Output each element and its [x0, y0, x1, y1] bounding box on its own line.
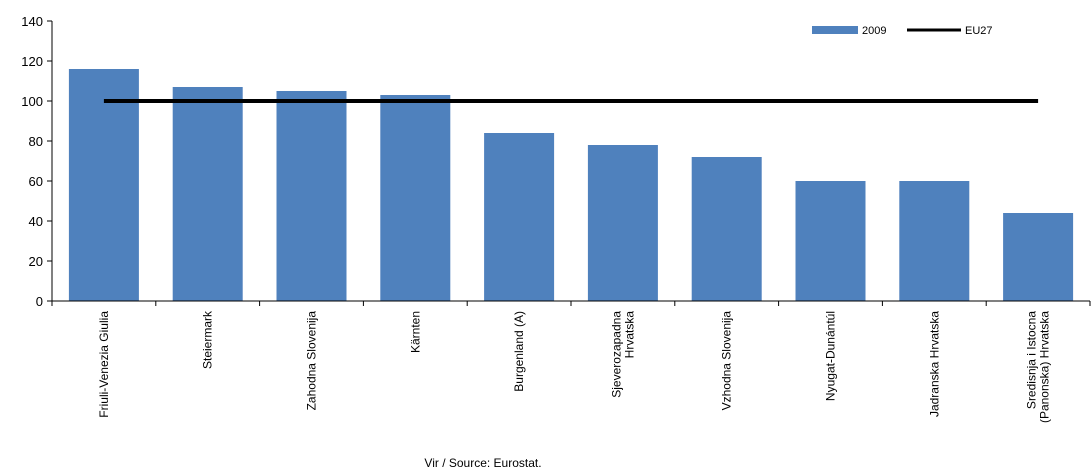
x-axis: Friuli-Venezia Giulia Steiermark Zahodna S… — [51, 300, 1091, 423]
x-category-label: Kärnten — [408, 311, 422, 353]
y-tick-label: 0 — [36, 294, 43, 309]
legend-box — [791, 19, 1017, 41]
y-tick-label: 80 — [29, 134, 43, 149]
x-category-label: Steiermark — [201, 310, 215, 369]
y-tick-label: 140 — [21, 14, 43, 29]
bar — [276, 91, 347, 301]
x-category-label: (Panonska) Hrvatska — [1038, 311, 1052, 423]
x-category-label: Friuli-Venezia Giulia — [97, 311, 111, 418]
bar — [795, 181, 866, 301]
bar — [380, 95, 451, 301]
bar-series-2009 — [68, 69, 1074, 301]
legend-label-eu27: EU27 — [965, 25, 993, 37]
bar — [172, 87, 243, 301]
x-category-label: Sjeverozapadna — [609, 311, 623, 398]
x-category-label: Burgenland (A) — [512, 311, 526, 392]
source-note: Vir / Source: Eurostat. — [424, 456, 541, 470]
y-tick-label: 40 — [29, 214, 43, 229]
legend: 2009 EU27 — [791, 19, 1017, 41]
x-category-label: Jadranska Hrvatska — [927, 311, 941, 417]
y-axis: 0 20 40 60 80 100 120 140 — [21, 14, 53, 309]
bar — [484, 133, 555, 301]
y-tick-label: 20 — [29, 254, 43, 269]
bar — [587, 145, 658, 301]
y-tick-label: 120 — [21, 54, 43, 69]
bar — [899, 181, 970, 301]
bar — [691, 157, 762, 301]
y-tick-label: 60 — [29, 174, 43, 189]
y-tick-label: 100 — [21, 94, 43, 109]
legend-label-2009: 2009 — [862, 25, 886, 37]
x-category-label: Sredisnja i Istocna — [1025, 311, 1039, 409]
x-category-label: Hrvatska — [622, 311, 636, 359]
bar — [1003, 213, 1074, 301]
x-category-label: Vzhodna Slovenija — [720, 311, 734, 411]
legend-swatch-2009 — [812, 26, 858, 34]
x-category-label: Zahodna Slovenija — [305, 311, 319, 411]
x-category-label: Nyugat-Dunántúl — [824, 311, 838, 401]
bar — [68, 69, 139, 301]
